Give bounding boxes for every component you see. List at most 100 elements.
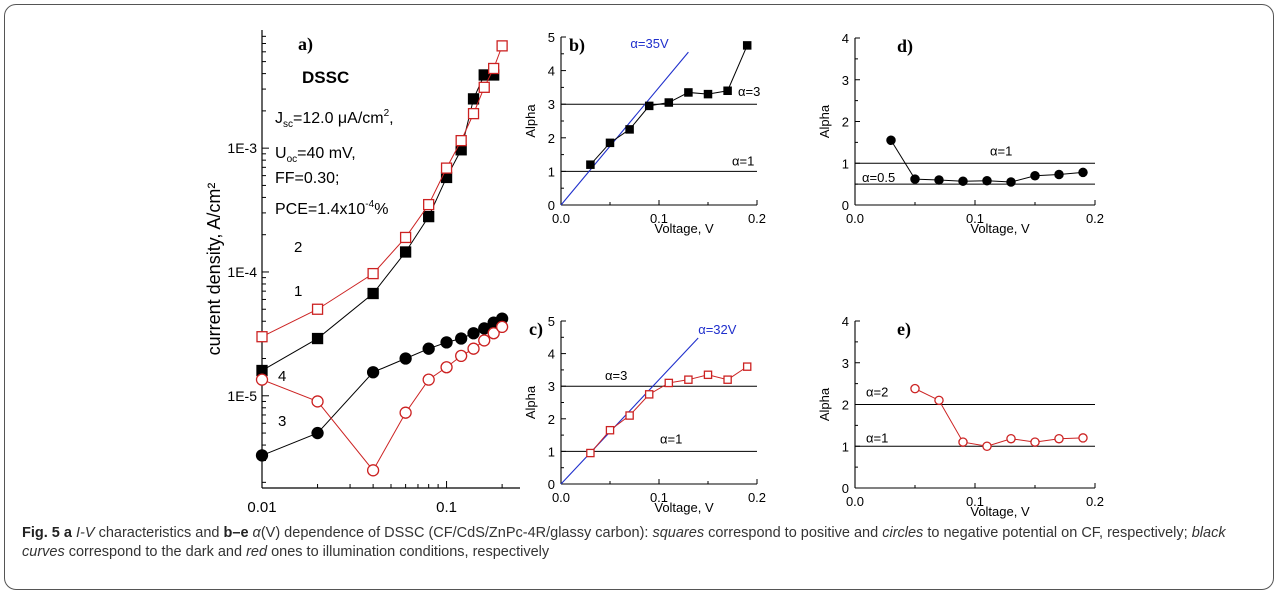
panel-c-y-tick-label: 4: [548, 347, 555, 362]
panel-b-x-axis-label: Voltage, V: [654, 221, 714, 236]
panel-b-point: [723, 86, 732, 96]
panel-a-point: [440, 171, 453, 184]
caption-text-5: correspond to the dark and: [64, 544, 247, 560]
caption-red: red: [246, 544, 268, 560]
panel-a-point: [467, 327, 480, 340]
panel-e-reference-label: α=2: [866, 385, 888, 400]
panel-c-point: [684, 375, 693, 384]
caption-fig-label: Fig. 5: [22, 525, 60, 541]
panel-e-point: [982, 441, 992, 451]
panel-a-series-label: 2: [294, 239, 302, 256]
panel-a-x-tick-label: 0.01: [247, 499, 276, 516]
panel-d-reference-label: α=0.5: [862, 170, 895, 185]
panel-a-annotation-jsc: Jsc=12.0 μA/cm2,: [275, 108, 394, 130]
panel-c-point: [703, 370, 713, 380]
panel-a-point: [487, 327, 500, 340]
panel-a-point: [467, 107, 480, 120]
panel-a-point: [399, 352, 412, 365]
panel-b-y-tick-label: 2: [548, 131, 555, 146]
panel-d-letter: d): [897, 36, 913, 57]
panel-b-reference-label: α=1: [732, 153, 754, 168]
panel-b-point: [703, 89, 713, 99]
panel-e-point: [934, 395, 944, 406]
figure-canvas: 0.010.11E-51E-41E-3Voltage, Vcurrent den…: [204, 30, 1104, 519]
panel-a-annotation-oc: oc: [287, 154, 298, 165]
panel-a-point: [478, 334, 491, 347]
panel-a-point: [399, 231, 412, 244]
panel-c-y-axis-label: Alpha: [523, 385, 538, 419]
panel-a-point: [495, 320, 509, 334]
panel-a-point: [367, 267, 379, 280]
panel-b-reference-label: α=3: [738, 84, 760, 99]
panel-d-y-tick-label: 2: [842, 115, 849, 130]
panel-b-y-tick-label: 5: [548, 30, 555, 45]
panel-d-point: [1030, 171, 1040, 181]
panel-c-x-axis-label: Voltage, V: [654, 500, 714, 515]
panel-a-point: [367, 287, 379, 300]
panel-d-y-tick-label: 1: [842, 156, 849, 171]
panel-e-y-tick-label: 4: [842, 314, 849, 329]
panel-b-y-tick-label: 1: [548, 164, 555, 179]
panel-a-point: [455, 134, 467, 147]
panel-e-point: [958, 437, 968, 447]
panel-c-letter: c): [529, 319, 543, 340]
panel-a-annotation-jsc-value: =12.0 μA/cm: [293, 110, 384, 127]
panel-d-y-axis-label: Alpha: [817, 104, 832, 138]
panel-a-letter: a): [298, 34, 313, 55]
panel-b-point: [664, 98, 674, 107]
panel-a-point: [467, 93, 480, 105]
panel-a-point: [422, 342, 435, 355]
panel-b-point: [586, 160, 595, 169]
panel-a-point: [488, 62, 500, 75]
panel-e-point: [910, 383, 920, 394]
panel-a-point: [478, 81, 490, 93]
panel-d-y-tick-label: 4: [842, 31, 849, 46]
caption-text-6: ones to illumination conditions, respect…: [267, 544, 550, 560]
panel-c-reference-label: α=1: [660, 431, 682, 446]
panel-c-point: [586, 448, 595, 458]
panel-d-point: [1078, 167, 1088, 178]
panel-d-x-axis-label: Voltage, V: [970, 221, 1030, 236]
panel-e-point: [1030, 437, 1040, 447]
panel-a-y-tick-label: 1E-3: [227, 140, 257, 156]
caption-text-4: to negative potential on CF, respectivel…: [923, 525, 1192, 541]
panel-d: 0 1 2 3 4 0.0 0.1 0.2 Voltage, V Alpha d) α=1 α=0.5: [817, 31, 1104, 236]
panel-e-letter: e): [897, 319, 911, 340]
caption-dash: –: [232, 525, 241, 541]
panel-b-y-axis-label: Alpha: [523, 104, 538, 138]
panel-b-letter: b): [569, 35, 585, 56]
panel-c-fit-label: α=32V: [698, 322, 737, 337]
figure-frame: [4, 4, 1274, 590]
panel-d-point: [1006, 177, 1016, 187]
panel-c-reference-label: α=3: [605, 368, 627, 383]
panel-a-series-label: 4: [278, 368, 286, 385]
panel-e-x-tick-label: 0.1: [966, 494, 984, 509]
panel-a-annotation-ff: FF=0.30;: [275, 170, 339, 187]
panel-b-point: [625, 125, 634, 134]
panel-a-point: [423, 198, 435, 211]
panel-d-y-tick-label: 3: [842, 73, 849, 88]
panel-c-y-tick-label: 2: [548, 412, 555, 427]
panel-a-point: [366, 366, 380, 379]
panel-e-y-tick-label: 3: [842, 356, 849, 371]
panel-e-y-tick-label: 0: [842, 481, 849, 496]
panel-a-point: [255, 373, 269, 386]
panel-b: 0 1 2 3 4 5 0.0 0.1 0.2 Voltage, V Alpha b) α=3 α=1 α=…: [523, 30, 766, 236]
panel-e-x-axis-label: Voltage, V: [970, 504, 1030, 519]
panel-e: 0 1 2 3 4 0.0 0.1 0.2 Voltage, V Alpha e) α=2 α=1: [817, 314, 1104, 519]
panel-e-y-tick-label: 2: [842, 398, 849, 413]
figure-caption: Fig. 5 a I-V characteristics and b–e α(V…: [22, 524, 1257, 562]
panel-a-annotation-exp: -4: [365, 199, 374, 210]
panel-d-point: [1054, 169, 1064, 180]
panel-a-point: [256, 331, 268, 343]
panel-d-point: [982, 176, 992, 186]
panel-a-point: [366, 464, 380, 477]
panel-e-point: [1078, 433, 1088, 443]
panel-a-annotation-uoc-value: =40 mV,: [297, 145, 356, 162]
panel-c-x-tick-label: 0.2: [748, 490, 766, 505]
panel-b-point: [742, 41, 752, 50]
panel-c-point: [664, 378, 674, 388]
panel-c-y-tick-label: 5: [548, 314, 555, 329]
panel-a-point: [311, 426, 324, 440]
panel-a-annotation-pce: PCE=1.4x10-4%: [275, 199, 388, 218]
